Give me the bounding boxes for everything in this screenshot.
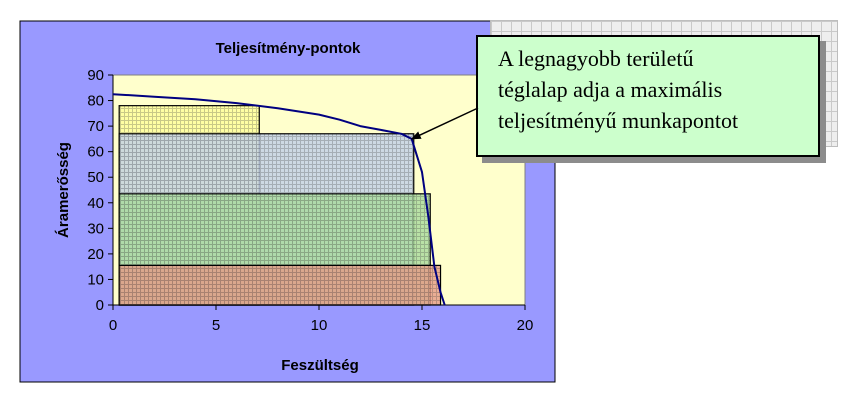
x-tick-label: 20 — [517, 317, 534, 334]
y-tick-label: 0 — [96, 297, 104, 314]
axes: 0 10 20 30 40 50 60 70 80 90 0 5 10 15 20 — [87, 67, 533, 334]
x-axis-label: Feszültség — [281, 357, 359, 374]
y-tick-label: 90 — [87, 67, 104, 84]
x-tick-label: 15 — [414, 317, 431, 334]
power-rectangle-outline-4 — [118, 264, 442, 306]
x-tick-label: 0 — [109, 317, 117, 334]
y-tick-label: 40 — [87, 195, 104, 212]
x-tick-label: 10 — [311, 317, 328, 334]
y-tick-label: 60 — [87, 144, 104, 161]
y-tick-label: 30 — [87, 220, 104, 237]
y-tick-label: 50 — [87, 169, 104, 186]
y-tick-label: 70 — [87, 118, 104, 135]
power-rectangles — [118, 105, 442, 306]
annotation-line-3: teljesítményű munkapontot — [498, 108, 739, 133]
annotation-line-2: téglalap adja a maximális — [498, 77, 723, 102]
annotation-callout: A legnagyobb területű téglalap adja a ma… — [476, 35, 820, 157]
x-tick-label: 5 — [212, 317, 220, 334]
y-axis-label: Áramerősség — [55, 142, 72, 238]
y-tick-label: 10 — [87, 271, 104, 288]
curve-layer — [112, 93, 446, 306]
annotation-line-1: A legnagyobb területű — [498, 46, 694, 71]
chart-title: Teljesítmény-pontok — [216, 40, 361, 57]
y-tick-label: 20 — [87, 246, 104, 263]
series-line-1 — [112, 93, 446, 306]
y-tick-label: 80 — [87, 93, 104, 110]
